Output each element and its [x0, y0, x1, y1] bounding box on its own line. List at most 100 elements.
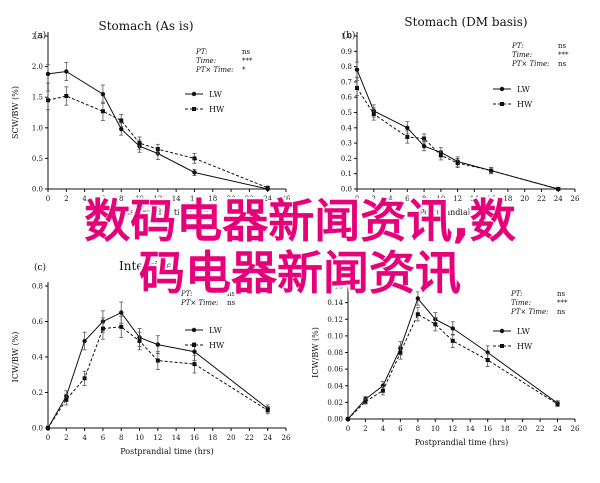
- data-point-lw: [192, 170, 197, 175]
- y-tick-label: 0.5: [32, 155, 43, 163]
- y-tick-label: 0.12: [327, 316, 343, 324]
- stat-label: PT× Time:: [510, 308, 549, 316]
- legend-marker: [192, 107, 196, 111]
- y-tick-label: 0.3: [341, 140, 352, 148]
- chart-panel-b: (b)Stomach (DM basis)0 2 4 6 8 10 12 14 16 18 20 22…: [341, 15, 580, 217]
- x-tick-label: 4: [82, 195, 87, 203]
- y-tick-label: 0.14: [327, 299, 343, 307]
- x-tick-label: 16: [190, 195, 199, 203]
- series-line-hw: [47, 326, 268, 429]
- y-tick-label: 0.8: [341, 63, 352, 71]
- chart-title: Stomach (As is): [98, 19, 193, 33]
- x-tick-label: 0: [346, 425, 350, 433]
- legend-marker: [191, 91, 197, 97]
- y-tick-label: 0.2: [341, 155, 352, 163]
- stat-label: PT× Time:: [180, 299, 219, 307]
- x-tick-label: 16: [483, 425, 492, 433]
- data-point-hw: [455, 160, 460, 165]
- legend-marker: [499, 328, 505, 334]
- x-tick-label: 22: [536, 425, 545, 433]
- data-point-hw: [155, 147, 160, 152]
- stat-label: PT:: [511, 42, 524, 50]
- data-point-lw: [82, 338, 87, 344]
- x-tick-label: 2: [64, 195, 68, 203]
- stat-value: ns: [557, 308, 566, 316]
- legend-marker: [500, 102, 504, 106]
- legend-marker: [500, 344, 504, 348]
- x-tick-label: 22: [245, 195, 254, 203]
- panel-label: (a): [34, 30, 46, 41]
- data-point-hw: [415, 312, 420, 317]
- x-tick-label: 6: [405, 195, 410, 203]
- y-tick-label: 0.02: [327, 399, 343, 407]
- data-point-hw: [100, 109, 105, 114]
- y-axis-label: ICW/BW (%): [11, 332, 20, 383]
- x-tick-label: 16: [487, 195, 496, 203]
- stat-label: Time:: [512, 51, 532, 59]
- data-point-hw: [265, 408, 270, 413]
- series-line-hw: [347, 313, 558, 420]
- x-tick-label: 20: [518, 425, 527, 433]
- data-point-lw: [64, 69, 69, 74]
- stat-label: PT× Time:: [195, 66, 234, 74]
- x-tick-label: 12: [453, 195, 462, 203]
- y-tick-label: 1.5: [32, 94, 43, 102]
- x-tick-label: 14: [172, 195, 181, 203]
- y-tick-label: 0.0: [32, 425, 43, 433]
- data-point-hw: [192, 362, 197, 367]
- y-tick-label: 0.4: [32, 354, 44, 362]
- y-tick-label: 0.00: [327, 416, 343, 424]
- data-point-hw: [363, 399, 368, 404]
- x-tick-label: 20: [520, 195, 529, 203]
- x-tick-label: 14: [172, 434, 181, 442]
- data-point-hw: [46, 426, 50, 430]
- x-tick-label: 8: [422, 195, 426, 203]
- x-tick-label: 20: [227, 434, 236, 442]
- x-tick-label: 22: [245, 434, 254, 442]
- data-point-hw: [64, 93, 69, 98]
- series-line-hw: [47, 95, 268, 189]
- legend-marker: [191, 327, 197, 333]
- stat-value: ns: [558, 60, 567, 68]
- y-axis-label: SCW/BW (%): [11, 86, 20, 139]
- y-tick-label: 0.04: [327, 382, 343, 390]
- x-tick-label: 4: [381, 425, 386, 433]
- y-tick-label: 0.6: [341, 94, 353, 102]
- x-tick-label: 0: [46, 195, 50, 203]
- data-point-lw: [45, 71, 51, 77]
- x-tick-label: 18: [208, 434, 217, 442]
- x-axis-label: Postprandial time (hrs): [419, 208, 513, 217]
- legend-label: HW: [209, 105, 225, 114]
- series-line-lw: [47, 70, 268, 190]
- stat-label: Time:: [511, 299, 531, 307]
- data-point-hw: [346, 417, 350, 421]
- x-tick-label: 10: [431, 425, 440, 433]
- x-tick-label: 24: [554, 195, 563, 203]
- stat-value: ns: [558, 42, 567, 50]
- x-tick-label: 18: [208, 195, 217, 203]
- data-point-hw: [371, 112, 376, 117]
- data-point-lw: [450, 326, 455, 331]
- legend-label: HW: [517, 100, 533, 109]
- legend-marker: [192, 343, 196, 347]
- data-point-lw: [405, 125, 410, 130]
- data-point-hw: [82, 376, 87, 381]
- data-point-hw: [485, 357, 490, 362]
- legend-label: HW: [209, 341, 225, 350]
- data-point-hw: [155, 358, 160, 363]
- legend-label: LW: [517, 85, 531, 94]
- x-tick-label: 2: [64, 434, 68, 442]
- x-tick-label: 0: [46, 434, 50, 442]
- x-axis-label: Postprandial time (hrs): [415, 438, 509, 447]
- x-tick-label: 20: [227, 195, 236, 203]
- data-point-lw: [100, 91, 106, 97]
- stat-value: ns: [242, 48, 251, 56]
- x-tick-label: 24: [263, 195, 272, 203]
- x-axis-label: Postprandial time (hrs): [120, 447, 214, 456]
- data-point-hw: [422, 136, 427, 141]
- data-point-lw: [119, 126, 124, 132]
- x-tick-label: 12: [153, 434, 162, 442]
